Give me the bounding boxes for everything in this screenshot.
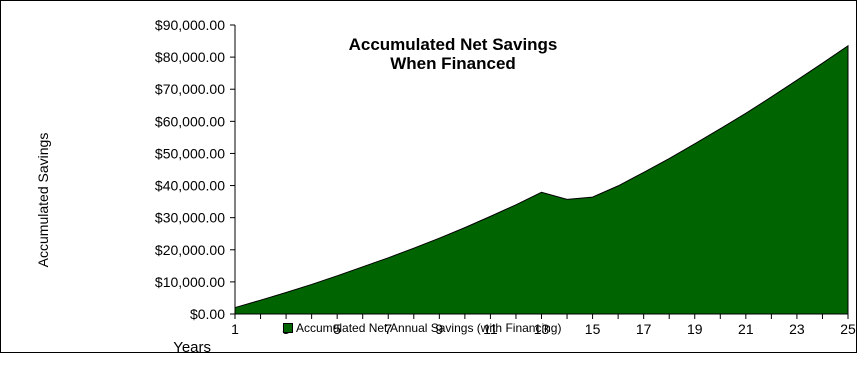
chart-legend: Accumulated Net Annual Savings (with Fin…: [283, 321, 561, 335]
x-tick-label: 23: [789, 321, 805, 337]
legend-label: Accumulated Net Annual Savings (with Fin…: [296, 321, 562, 335]
chart-title-line-1: Accumulated Net Savings: [349, 35, 558, 54]
x-tick-label: 9: [435, 321, 443, 337]
x-tick-label: 7: [384, 321, 392, 337]
chart-title-line-2: When Financed: [390, 54, 516, 73]
x-tick-label: 13: [534, 321, 550, 337]
y-tick-label: $70,000.00: [155, 81, 225, 97]
y-tick-label: $60,000.00: [155, 113, 225, 129]
x-tick-label: 11: [483, 321, 498, 337]
legend-swatch: [283, 323, 293, 333]
y-tick-label: $30,000.00: [155, 210, 225, 226]
x-tick-label: 25: [840, 321, 856, 337]
y-tick-label: $50,000.00: [155, 145, 225, 161]
y-tick-label: $80,000.00: [155, 49, 225, 65]
x-axis-label: Years: [173, 339, 211, 356]
y-tick-label: $40,000.00: [155, 178, 225, 194]
y-tick-label: $90,000.00: [155, 17, 225, 33]
y-tick-label: $0.00: [190, 306, 225, 322]
x-tick-label: 1: [231, 321, 239, 337]
area-series: [234, 44, 849, 315]
x-tick-label: 15: [585, 321, 601, 337]
x-tick-label: 21: [738, 321, 754, 337]
x-tick-label: 17: [636, 321, 652, 337]
y-axis-label: Accumulated Savings: [35, 133, 51, 268]
y-tick-label: $10,000.00: [155, 274, 225, 290]
x-tick-label: 5: [333, 321, 341, 337]
y-tick-label: $20,000.00: [155, 242, 225, 258]
x-tick-label: 19: [687, 321, 703, 337]
